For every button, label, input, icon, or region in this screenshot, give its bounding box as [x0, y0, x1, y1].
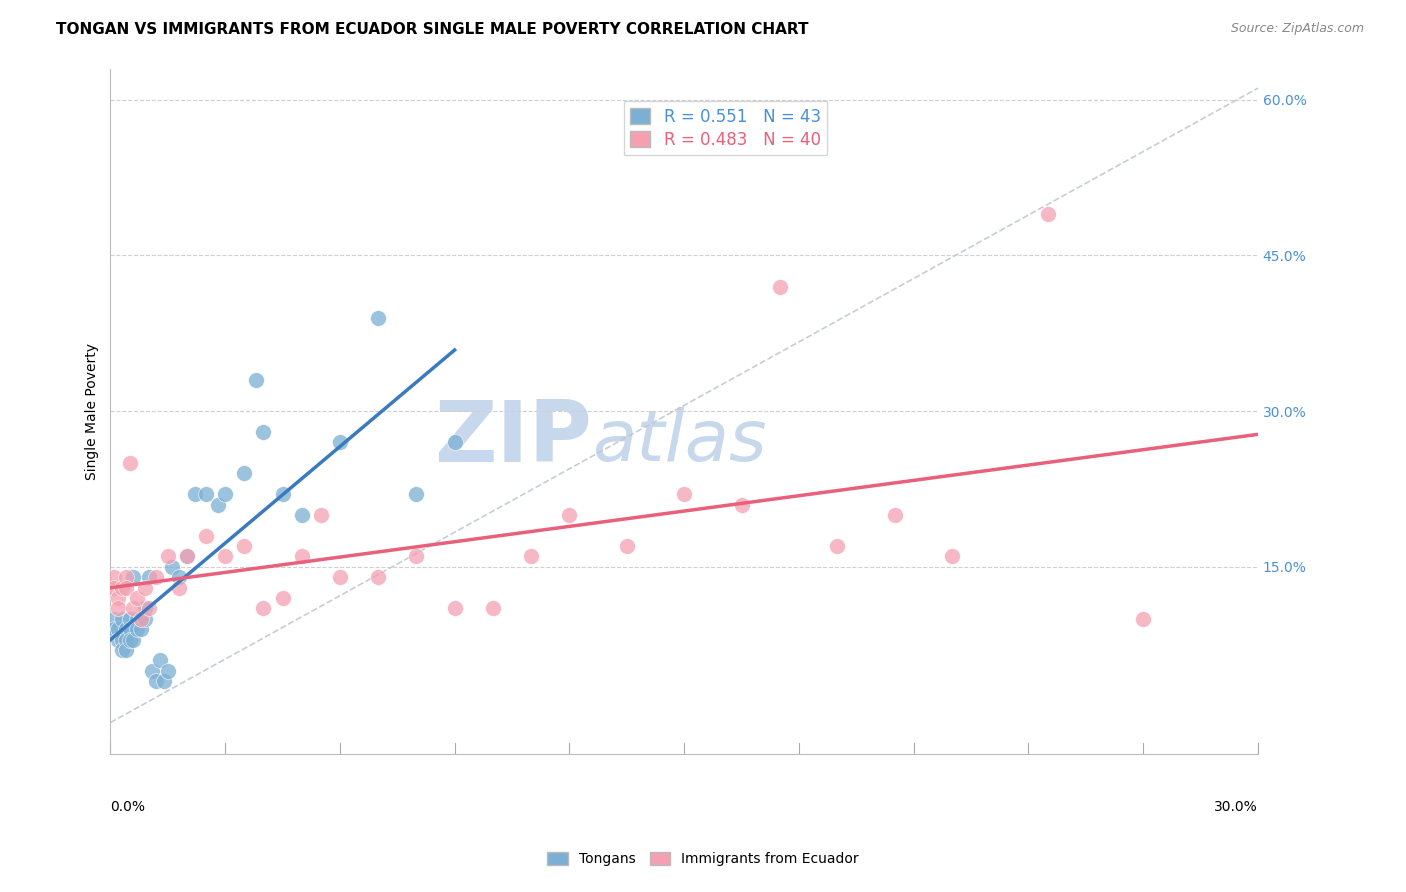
Point [103, 570, 125, 584]
Point [825, 539, 848, 553]
Point [122, 632, 145, 647]
Text: 30.0%: 30.0% [1215, 800, 1258, 814]
Point [207, 498, 229, 512]
Point [103, 581, 125, 595]
Point [558, 508, 581, 522]
Point [114, 632, 136, 647]
Point [134, 612, 156, 626]
Point [252, 601, 274, 615]
Point [405, 549, 427, 564]
Point [129, 612, 152, 626]
Point [118, 622, 141, 636]
Point [482, 601, 505, 615]
Point [118, 612, 141, 626]
Point [127, 591, 149, 605]
Point [107, 591, 129, 605]
Point [405, 487, 427, 501]
Text: atlas: atlas [592, 408, 768, 476]
Point [127, 612, 149, 626]
Point [111, 612, 134, 626]
Point [1036, 207, 1059, 221]
Point [145, 674, 167, 689]
Point [1132, 612, 1154, 626]
Point [673, 487, 696, 501]
Text: 0.0%: 0.0% [111, 800, 145, 814]
Text: Source: ZipAtlas.com: Source: ZipAtlas.com [1230, 22, 1364, 36]
Point [103, 622, 125, 636]
Point [329, 435, 352, 450]
Point [114, 643, 136, 657]
Point [167, 570, 190, 584]
Point [252, 425, 274, 439]
Point [156, 664, 179, 678]
Point [195, 529, 218, 543]
Point [114, 570, 136, 584]
Point [149, 653, 172, 667]
Point [769, 279, 792, 293]
Point [160, 559, 183, 574]
Legend: Tongans, Immigrants from Ecuador: Tongans, Immigrants from Ecuador [541, 847, 865, 871]
Point [153, 674, 176, 689]
Point [118, 632, 141, 647]
Point [111, 643, 134, 657]
Point [114, 622, 136, 636]
Point [122, 570, 145, 584]
Text: ZIP: ZIP [434, 397, 592, 480]
Point [107, 622, 129, 636]
Point [103, 612, 125, 626]
Point [214, 487, 236, 501]
Point [122, 601, 145, 615]
Point [107, 601, 129, 615]
Point [245, 373, 267, 387]
Point [616, 539, 638, 553]
Point [176, 549, 198, 564]
Point [145, 570, 167, 584]
Point [176, 549, 198, 564]
Point [167, 581, 190, 595]
Point [156, 549, 179, 564]
Text: TONGAN VS IMMIGRANTS FROM ECUADOR SINGLE MALE POVERTY CORRELATION CHART: TONGAN VS IMMIGRANTS FROM ECUADOR SINGLE… [56, 22, 808, 37]
Point [883, 508, 905, 522]
Point [129, 622, 152, 636]
Point [291, 508, 314, 522]
Point [214, 549, 236, 564]
Y-axis label: Single Male Poverty: Single Male Poverty [86, 343, 100, 480]
Point [233, 539, 256, 553]
Point [134, 581, 156, 595]
Point [329, 570, 352, 584]
Point [129, 612, 152, 626]
Point [114, 581, 136, 595]
Point [127, 622, 149, 636]
Point [138, 601, 160, 615]
Point [309, 508, 332, 522]
Point [520, 549, 543, 564]
Point [138, 570, 160, 584]
Point [134, 601, 156, 615]
Point [443, 435, 465, 450]
Point [183, 487, 205, 501]
Point [443, 601, 465, 615]
Point [941, 549, 963, 564]
Point [367, 310, 389, 325]
Point [271, 591, 294, 605]
Point [111, 632, 134, 647]
Legend: R = 0.551   N = 43, R = 0.483   N = 40: R = 0.551 N = 43, R = 0.483 N = 40 [624, 101, 828, 155]
Point [233, 467, 256, 481]
Point [271, 487, 294, 501]
Point [111, 581, 134, 595]
Point [118, 456, 141, 470]
Point [291, 549, 314, 564]
Point [195, 487, 218, 501]
Point [367, 570, 389, 584]
Point [107, 632, 129, 647]
Point [730, 498, 752, 512]
Point [141, 664, 163, 678]
